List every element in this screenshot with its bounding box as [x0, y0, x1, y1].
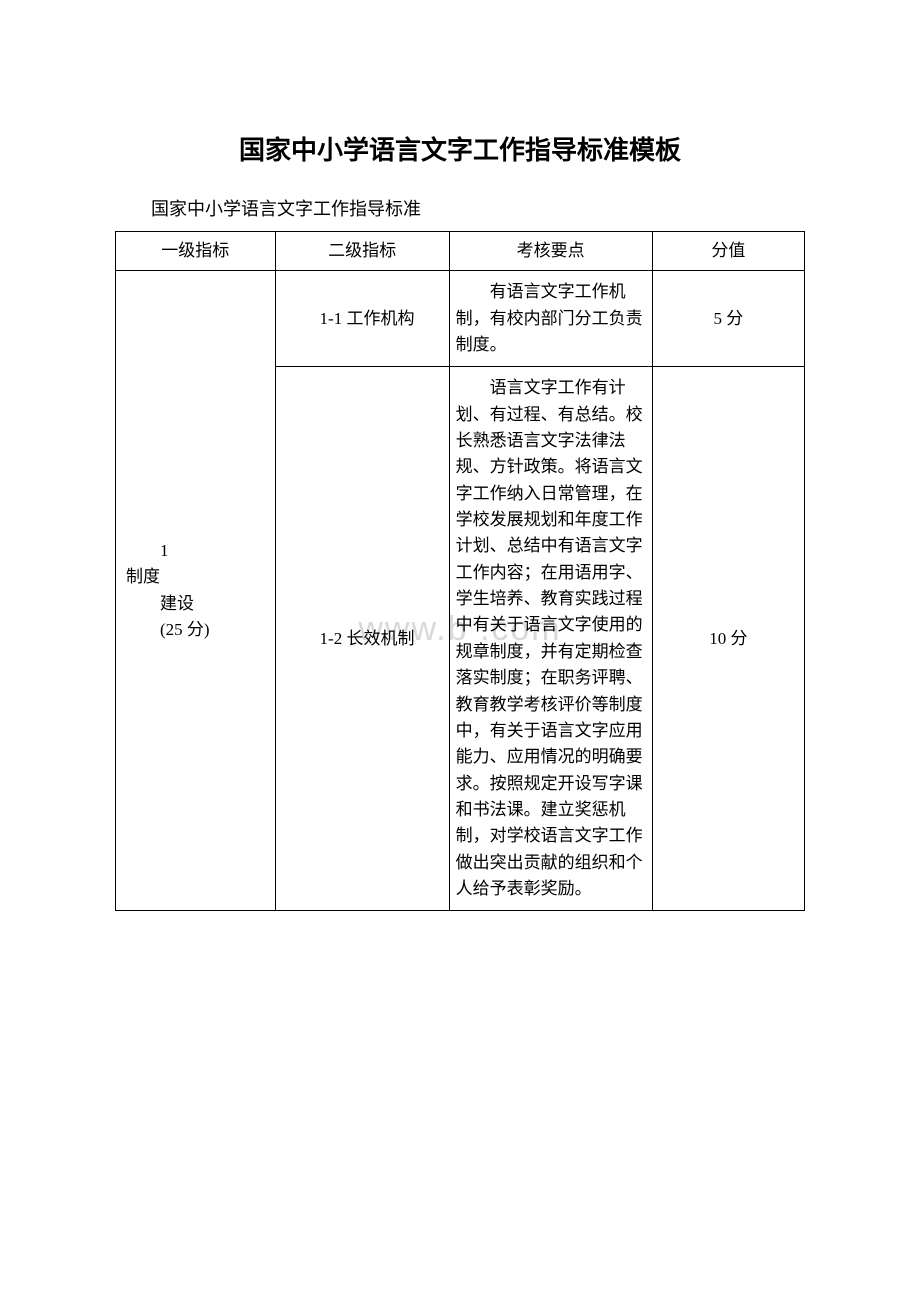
level1-line: 建设: [126, 591, 269, 617]
header-score: 分值: [652, 232, 804, 271]
header-level1: 一级指标: [116, 232, 276, 271]
page-subtitle: 国家中小学语言文字工作指导标准: [115, 195, 805, 221]
cell-assess: 语言文字工作有计划、有过程、有总结。校长熟悉语言文字法律法规、方针政策。将语言文…: [449, 367, 652, 911]
cell-level2: 1-1 工作机构: [275, 271, 449, 367]
cell-assess: 有语言文字工作机制，有校内部门分工负责制度。: [449, 271, 652, 367]
level1-line: 制度: [126, 564, 269, 590]
header-level2: 二级指标: [275, 232, 449, 271]
table-row: 1 制度 建设 (25 分) 1-1 工作机构 有语言文字工作机制，有校内部门分…: [116, 271, 805, 367]
document-page: 国家中小学语言文字工作指导标准模板 国家中小学语言文字工作指导标准 一级指标 二…: [0, 0, 920, 971]
level1-line: (25 分): [126, 617, 269, 643]
page-title: 国家中小学语言文字工作指导标准模板: [115, 130, 805, 167]
cell-level1: 1 制度 建设 (25 分): [116, 271, 276, 911]
standards-table: 一级指标 二级指标 考核要点 分值 1 制度 建设 (25 分) 1-1 工作机…: [115, 231, 805, 911]
cell-score: 10 分: [652, 367, 804, 911]
header-assess: 考核要点: [449, 232, 652, 271]
table-header-row: 一级指标 二级指标 考核要点 分值: [116, 232, 805, 271]
level1-line: 1: [126, 538, 269, 564]
cell-level2: 1-2 长效机制: [275, 367, 449, 911]
cell-score: 5 分: [652, 271, 804, 367]
